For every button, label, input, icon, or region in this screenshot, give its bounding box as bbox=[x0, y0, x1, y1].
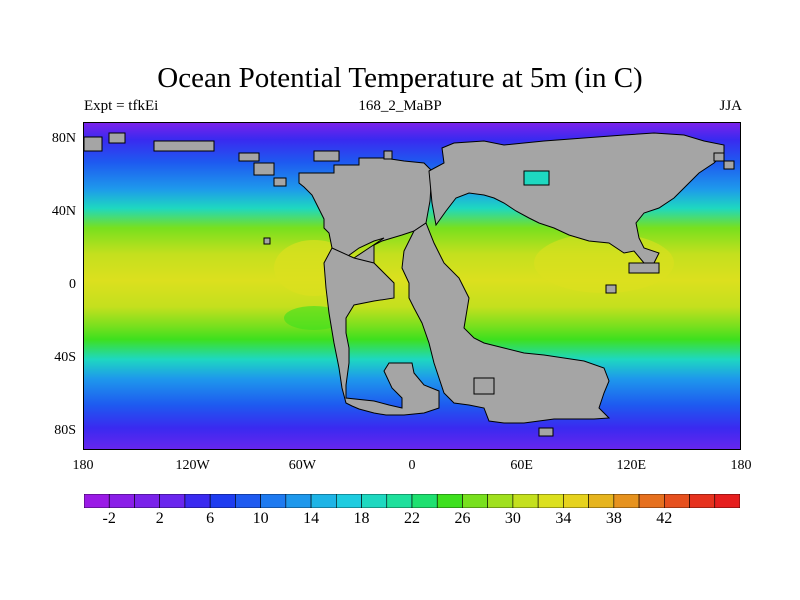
map-title: Ocean Potential Temperature at 5m (in C) bbox=[157, 62, 643, 94]
lon-tick-label: 180 bbox=[72, 458, 94, 473]
colorbar-tick-label: 2 bbox=[155, 510, 164, 527]
lon-tick-label: 180 bbox=[730, 458, 752, 473]
colorbar-segment bbox=[285, 494, 312, 508]
colorbar-tick-label: 38 bbox=[605, 510, 622, 527]
land-mass bbox=[473, 377, 495, 395]
temperature-map bbox=[84, 123, 740, 449]
colorbar-segment bbox=[84, 494, 110, 508]
land-mass bbox=[628, 262, 660, 274]
land-mass bbox=[383, 150, 393, 160]
colorbar-segment bbox=[462, 494, 488, 508]
colorbar-segment bbox=[714, 494, 740, 508]
land-mass bbox=[428, 132, 725, 264]
land-mass bbox=[323, 247, 440, 416]
colorbar-tick-label: -2 bbox=[102, 510, 116, 527]
colorbar-segment bbox=[537, 494, 564, 508]
land-mass bbox=[253, 162, 275, 176]
lat-tick-label: 80N bbox=[51, 131, 76, 147]
colorbar-segment bbox=[361, 494, 388, 508]
run-label: 168_2_MaBP bbox=[358, 98, 442, 114]
lon-tick-label: 0 bbox=[408, 458, 416, 473]
colorbar-segment bbox=[436, 494, 463, 508]
lat-tick-label: 0 bbox=[69, 277, 76, 292]
colorbar-segment bbox=[563, 494, 589, 508]
colorbar-segment bbox=[689, 494, 716, 508]
colorbar-segment bbox=[235, 494, 261, 508]
colorbar-tick-label: 6 bbox=[206, 510, 215, 527]
lon-tick-label: 120W bbox=[175, 458, 210, 473]
colorbar-tick-label: 14 bbox=[303, 510, 320, 527]
land-masses bbox=[84, 132, 735, 437]
colorbar-tick-label: 26 bbox=[454, 510, 471, 527]
colorbar-segment bbox=[638, 494, 665, 508]
colorbar-segment bbox=[336, 494, 362, 508]
colorbar-segment bbox=[664, 494, 690, 508]
colorbar-tick-label: 18 bbox=[353, 510, 370, 527]
land-mass bbox=[108, 132, 126, 144]
colorbar-segment bbox=[184, 494, 211, 508]
colorbar-segment bbox=[613, 494, 640, 508]
colorbar-tick-label: 42 bbox=[656, 510, 673, 527]
colorbar-segment bbox=[310, 494, 337, 508]
colorbar-segment bbox=[588, 494, 615, 508]
land-mass bbox=[401, 222, 611, 424]
colorbar-tick-label: 34 bbox=[555, 510, 572, 527]
lat-tick-label: 80S bbox=[54, 422, 76, 438]
land-mass bbox=[723, 160, 735, 170]
lat-tick-label: 40S bbox=[54, 349, 76, 365]
lon-tick-label: 120E bbox=[616, 458, 647, 473]
colorbar-tick-label: 10 bbox=[252, 510, 269, 527]
colorbar-segment bbox=[512, 494, 539, 508]
land-mass bbox=[84, 136, 103, 152]
colorbar-tick-label: 22 bbox=[404, 510, 420, 527]
land-mass bbox=[263, 237, 271, 245]
lat-tick-label: 40N bbox=[51, 204, 76, 220]
land-mass bbox=[238, 152, 260, 162]
colorbar-tick-label: 30 bbox=[504, 510, 521, 527]
colorbar-segment bbox=[108, 494, 135, 508]
colorbar-segment bbox=[134, 494, 160, 508]
colorbar-segment bbox=[487, 494, 514, 508]
land-mass bbox=[713, 152, 725, 162]
colorbar bbox=[84, 494, 740, 508]
colorbar-segment bbox=[260, 494, 287, 508]
colorbar-segment bbox=[209, 494, 236, 508]
experiment-label: Expt = tfkEi bbox=[84, 98, 159, 114]
lon-tick-label: 60W bbox=[288, 458, 316, 473]
land-mass bbox=[153, 140, 215, 152]
land-mass bbox=[313, 150, 340, 162]
season-label: JJA bbox=[719, 98, 742, 114]
colorbar-segment bbox=[386, 494, 413, 508]
lon-tick-label: 60E bbox=[510, 458, 533, 473]
map-frame bbox=[83, 122, 741, 450]
land-mass bbox=[273, 177, 287, 187]
land-mass bbox=[605, 284, 617, 294]
colorbar-segment bbox=[411, 494, 438, 508]
land-mass bbox=[538, 427, 554, 437]
colorbar-segment bbox=[159, 494, 186, 508]
